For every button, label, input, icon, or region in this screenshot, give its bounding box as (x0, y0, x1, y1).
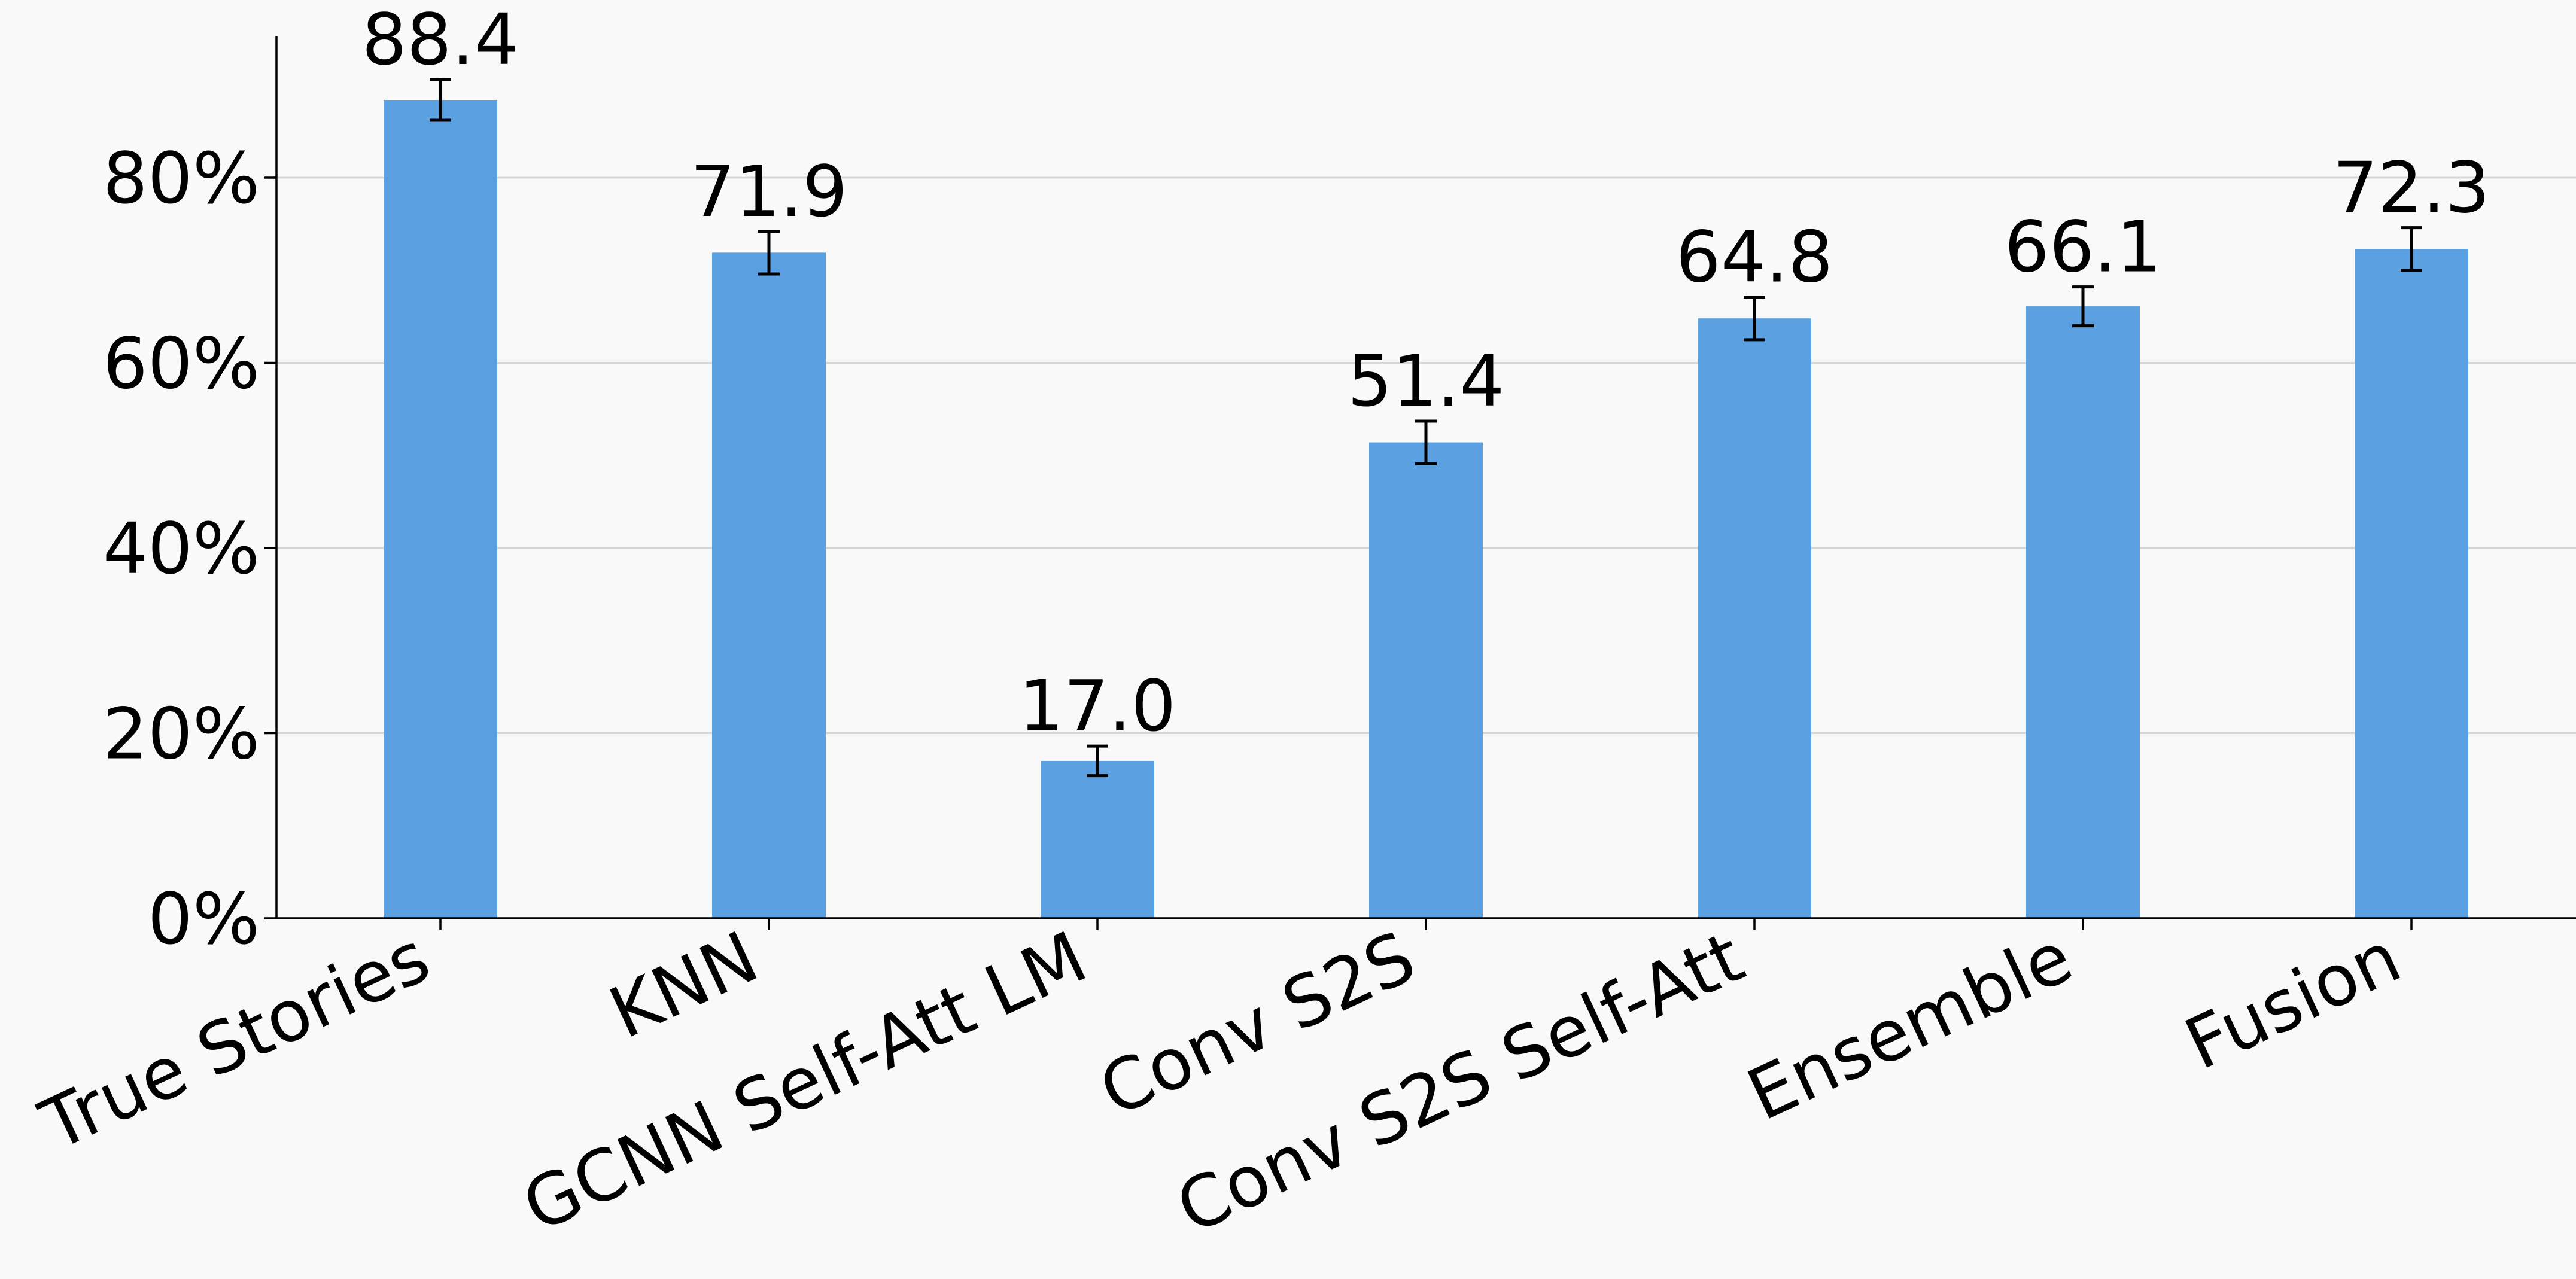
x-tick-label: Fusion (2173, 915, 2412, 1086)
data-label: 66.1 (2005, 206, 2162, 288)
bar (2355, 249, 2468, 919)
data-label: 51.4 (1348, 340, 1505, 422)
x-tick-label: Conv S2S Self-Att (1164, 915, 1756, 1250)
y-tick-label: 20% (103, 693, 260, 775)
data-label: 88.4 (362, 0, 519, 81)
data-label: 72.3 (2333, 147, 2490, 229)
y-tick-label: 80% (103, 137, 260, 220)
x-tick-label: Ensemble (1735, 915, 2084, 1137)
bar (1369, 442, 1483, 918)
data-label: 17.0 (1019, 665, 1176, 747)
y-tick-label: 40% (103, 507, 260, 590)
bar (1698, 318, 1811, 918)
error-bars (430, 78, 2422, 778)
axes (264, 36, 2576, 930)
bar (712, 252, 826, 918)
bar (1041, 760, 1154, 918)
y-tick-label: 0% (148, 878, 260, 960)
data-label: 71.9 (691, 150, 848, 233)
bar (384, 100, 497, 918)
x-tick-label: GCNN Self-Att LM (511, 915, 1099, 1248)
x-tick-label: KNN (597, 915, 770, 1054)
data-label: 64.8 (1676, 216, 1833, 299)
bars (384, 100, 2468, 919)
y-tick-label: 60% (103, 322, 260, 405)
bar (2026, 306, 2140, 918)
